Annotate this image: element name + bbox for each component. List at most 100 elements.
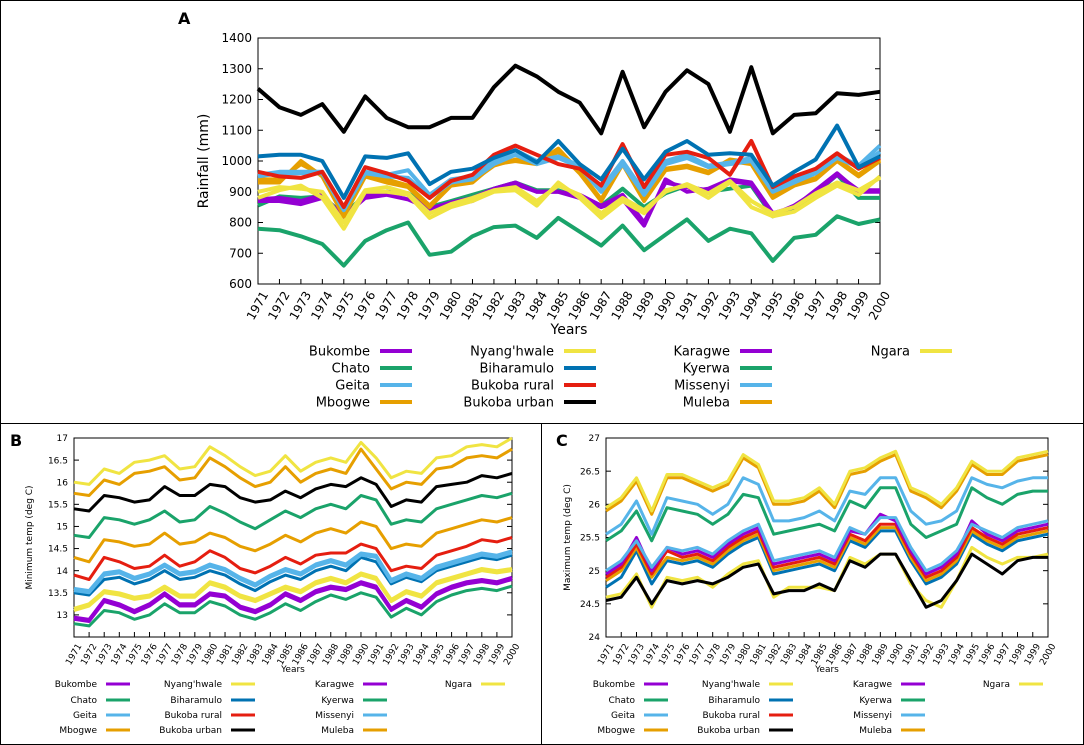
legend-label-geita: Geita [73,711,97,721]
y-tick-label: 16.5 [48,456,68,466]
legend-panel-b: Bukombe Chato Geita Mbogwe Nyang'hwale Bihara… [55,680,505,736]
chart-panel-a: 6007008009001000110012001300140019711972… [196,31,893,338]
legend-label-nyanghwale: Nyang'hwale [702,680,761,690]
legend-label-nyanghwale: Nyang'hwale [470,345,554,360]
y-tick-label: 26 [589,500,601,510]
panel-a-frame [0,0,1084,424]
legend-label-bukoba_urban: Bukoba urban [159,726,222,736]
series-line-kyerwa [605,486,1048,543]
series-line-bukoba_urban [73,471,513,513]
legend-label-muleba: Muleba [859,726,892,736]
legend-label-biharamulo: Biharamulo [479,362,554,377]
legend-label-karagwe: Karagwe [315,680,355,690]
legend-label-biharamulo: Biharamulo [170,696,222,706]
y-tick-label: 1200 [221,93,252,107]
y-tick-label: 16 [57,478,69,488]
series-line-bukombe [605,512,1049,576]
legend-label-bukoba_urban: Bukoba urban [463,396,554,411]
series-line-muleba [605,526,1049,583]
legend-label-muleba: Muleba [321,726,354,736]
y-tick-label: 14 [57,567,69,577]
legend-label-missenyi: Missenyi [853,711,892,721]
y-tick-label: 24 [589,633,601,643]
legend-label-bukoba_rural: Bukoba rural [165,711,223,721]
series-line-nyanghwale [73,569,513,612]
x-axis-label: Years [280,665,305,675]
y-tick-label: 25 [589,567,600,577]
series-line-geita [605,476,1048,536]
y-tick-label: 26.5 [580,467,600,477]
series-line-nyanghwale [605,545,1049,609]
chart-panel-b: 1313.51414.51515.51616.51719711972197319… [25,434,523,675]
series-line-bukoba_urban [256,63,881,136]
y-tick-label: 14.5 [48,545,68,555]
y-tick-label: 15 [57,523,68,533]
series-line-mbogwe [605,453,1049,516]
y-tick-label: 700 [229,246,252,260]
y-tick-label: 1100 [221,123,252,137]
series-line-biharamulo [73,553,513,597]
legend-label-biharamulo: Biharamulo [708,696,760,706]
panel-b-label: B [10,431,22,450]
y-tick-label: 24.5 [580,600,600,610]
legend-label-missenyi: Missenyi [674,379,730,394]
x-tick-label: 2000 [866,289,893,322]
legend-label-kyerwa: Kyerwa [321,696,354,706]
legend-label-chato: Chato [70,696,97,706]
series-line-bukoba_rural [605,522,1049,579]
x-axis-label: Years [814,665,839,675]
legend-label-mbogwe: Mbogwe [59,726,97,736]
x-tick-label: 2000 [502,642,522,667]
x-tick-label: 2000 [1038,642,1058,667]
legend-label-chato: Chato [608,696,635,706]
series-line-chato [257,214,881,268]
series-line-muleba [73,516,513,564]
legend-label-ngara: Ngara [445,680,472,690]
legend-panel-a: Bukombe Chato Geita Mbogwe Nyang'hwale Bihara… [309,345,952,411]
legend-label-bukoba_rural: Bukoba rural [703,711,761,721]
y-tick-label: 13 [57,611,68,621]
series-line-karagwe [73,575,513,621]
y-tick-label: 1400 [221,31,252,45]
y-tick-label: 1300 [221,62,252,76]
series-line-kyerwa [73,491,513,539]
series-line-chato [73,584,513,628]
legend-label-mbogwe: Mbogwe [316,396,370,411]
series-line-bukoba_urban [605,552,1048,609]
legend-label-chato: Chato [332,362,370,377]
legend-label-ngara: Ngara [871,345,910,360]
legend-label-bukoba_rural: Bukoba rural [471,379,554,394]
legend-label-kyerwa: Kyerwa [859,696,892,706]
legend-label-karagwe: Karagwe [853,680,893,690]
legend-label-bukombe: Bukombe [309,345,370,360]
y-tick-label: 800 [229,216,252,230]
series-line-bukoba_rural [73,536,513,581]
legend-label-bukoba_urban: Bukoba urban [697,726,760,736]
legend-label-ngara: Ngara [983,680,1010,690]
series-line-mbogwe [73,447,513,497]
series-line-bukombe [73,578,513,623]
plot-frame [73,437,513,638]
legend-label-bukombe: Bukombe [55,680,98,690]
series-line-missenyi [73,551,513,595]
y-tick-label: 27 [589,434,600,444]
legend-label-geita: Geita [335,379,370,394]
legend-label-geita: Geita [611,711,635,721]
legend-panel-c: Bukombe Chato Geita Mbogwe Nyang'hwale Bihara… [593,680,1043,736]
legend-label-karagwe: Karagwe [674,345,730,360]
series-line-ngara [257,176,881,225]
y-axis-label: Minimum temp (deg C) [25,485,35,589]
chart-panel-c: 2424.52525.52626.52719711972197319741975… [563,434,1059,675]
series-line-ngara [605,449,1049,513]
legend-label-bukombe: Bukombe [593,680,636,690]
x-axis-label: Years [550,322,588,338]
series-line-biharamulo [605,529,1049,589]
legend-label-nyanghwale: Nyang'hwale [164,680,223,690]
y-tick-label: 15.5 [48,500,68,510]
series-line-missenyi [605,516,1049,573]
series-line-biharamulo [257,123,881,200]
y-tick-label: 600 [229,277,252,291]
y-axis-label: Rainfall (mm) [196,114,212,209]
series-line-ngara_top [73,436,513,486]
